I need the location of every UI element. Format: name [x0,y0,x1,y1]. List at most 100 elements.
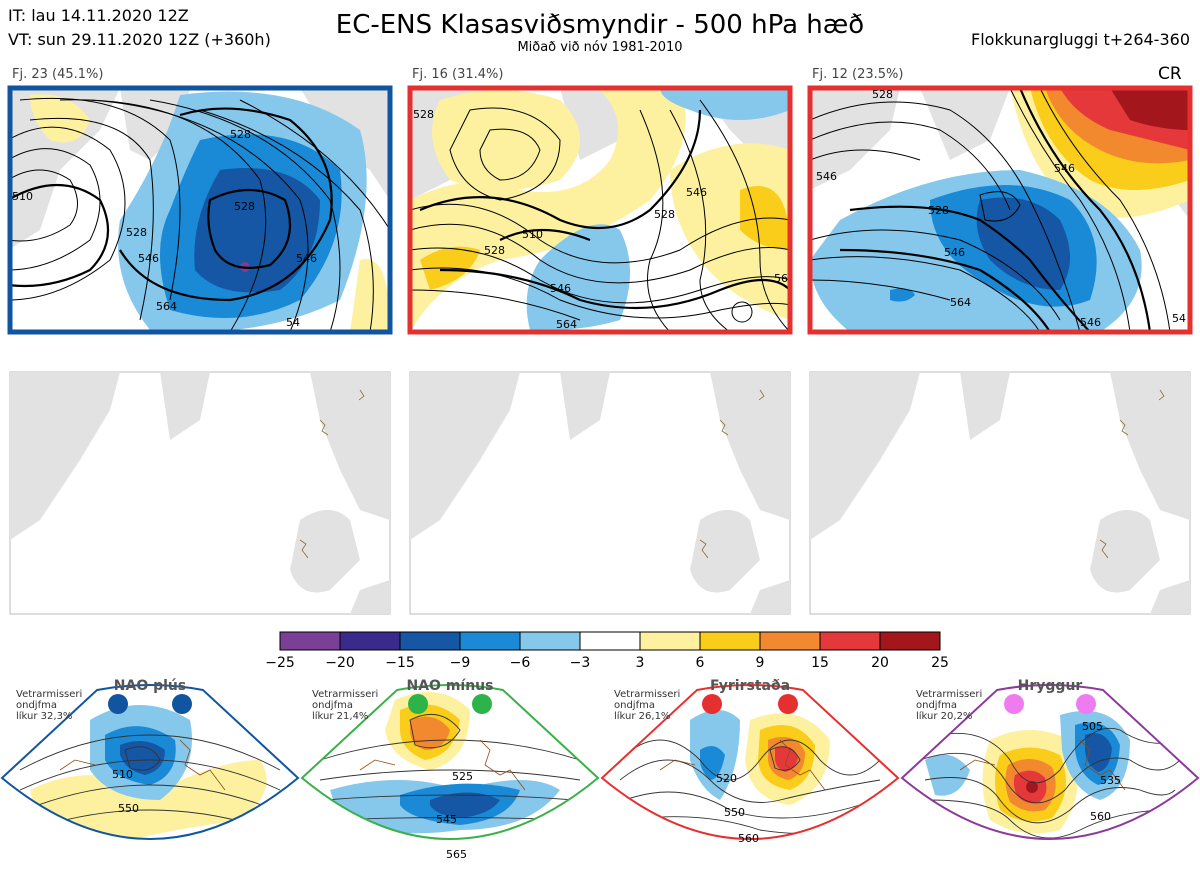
cluster-2-contour-labels: 528 510 528 546 528 546 564 56 [413,108,788,331]
regime-blocking: Fyrirstaða Vetrarmisseri ondjfma líkur 2… [600,678,900,845]
regime-1-frame [0,684,300,840]
regime-2-contour-3: 565 [446,848,467,861]
regime-2-dot-right [472,694,492,714]
cluster-2-contour-label-1: 528 [413,108,434,121]
regime-2-stat-3: líkur 21,4% [312,710,368,722]
regime-3-name: Fyrirstaða [710,678,790,694]
regime-4-contour-3: 560 [1090,810,1111,823]
cluster-1-contour-label-5: 528 [234,200,255,213]
regime-1-dot-left [108,694,128,714]
cluster-3-contour-label-8: 54 [1172,312,1186,325]
page-subtitle: Miðað við nóv 1981-2010 [517,40,683,55]
colorbar-swatch [639,631,701,651]
colorbar-tick-label: −9 [450,655,471,671]
cluster-3-frame [807,85,1193,335]
regime-3-contour-3: 560 [738,832,759,845]
cluster-3-contour-label-6: 564 [950,296,971,309]
colorbar-tick-label: 25 [931,655,949,671]
regime-2-frame [300,684,600,840]
colorbar-swatch [399,631,461,651]
regime-4-stat-3: líkur 20,2% [916,710,972,722]
cluster-2-contour-label-7: 564 [556,318,577,331]
regime-2-contour-1: 525 [452,770,473,783]
colorbar-swatch [759,631,821,651]
regime-2-stat-2: ondjfma [312,700,353,711]
cluster-2-contour-label-2: 510 [522,228,543,241]
cluster-1-contour-label-4: 546 [138,252,159,265]
cluster-1-contour-label-2: 510 [12,190,33,203]
colorbar-tick-label: 9 [756,655,765,671]
regime-1-stat-3: líkur 32,3% [16,710,72,722]
regime-3-stat-2: ondjfma [614,700,655,711]
regime-4-name: Hryggur [1018,678,1083,694]
cluster-3-tag: CR [1158,64,1182,84]
regime-4-frame [900,684,1200,840]
regime-1-contour-2: 550 [118,802,139,815]
cluster-2-contour-label-8: 56 [774,272,788,285]
regime-4-dot-left [1004,694,1024,714]
regime-3-dot-left [702,694,722,714]
cluster-1-contour-labels: 528 510 528 546 528 546 564 54 [12,128,317,329]
colorbar-swatch [699,631,761,651]
regime-4-stat-1: Vetrarmisseri [916,689,982,700]
colorbar-tick-label: 3 [636,655,645,671]
regime-1-name: NAO plús [114,678,186,694]
cluster-1-contour-label-1: 528 [230,128,251,141]
cluster-3-contour-labels: 528 546 546 528 546 564 546 54 [816,88,1186,329]
regime-2-name: NAO mínus [407,678,494,694]
colorbar-swatch [339,631,401,651]
regime-3-contour-1: 520 [716,772,737,785]
regime-4-dot-right [1076,694,1096,714]
regime-2-contour-2: 545 [436,813,457,826]
regime-2-dot-left [408,694,428,714]
colorbar-swatch [279,631,341,651]
colorbar-tick-label: 20 [871,655,889,671]
page-title: EC-ENS Klasasviðsmyndir - 500 hPa hæð [335,10,865,40]
regime-2-stat-1: Vetrarmisseri [312,689,378,700]
colorbar: −25 −20 −15 −9 −6 −3 3 6 9 15 20 25 [265,631,949,671]
regime-1-dot-right [172,694,192,714]
cluster-2-label: Fj. 16 (31.4%) [412,67,504,82]
regime-1-stat-2: ondjfma [16,700,57,711]
classification-window: Flokkunargluggi t+264-360 [971,30,1190,49]
empty-map-1 [9,371,391,615]
colorbar-tick-label: −20 [325,655,355,671]
colorbar-tick-label: −25 [265,655,295,671]
regime-ridge: Hryggur Vetrarmisseri ondjfma líkur 20,2… [900,678,1200,840]
regime-4-stat-2: ondjfma [916,700,957,711]
initial-time: IT: lau 14.11.2020 12Z [8,6,189,25]
cluster-3-contour-label-4: 528 [928,204,949,217]
colorbar-swatch [819,631,881,651]
regime-nao-plus: NAO plús Vetrarmisseri ondjfma líkur 32,… [0,678,300,840]
cluster-2-frame [407,85,793,335]
cluster-1-contour-label-6: 546 [296,252,317,265]
cluster-3-contour-label-1: 528 [872,88,893,101]
regime-1-stat-1: Vetrarmisseri [16,689,82,700]
colorbar-swatch [459,631,521,651]
regime-3-dot-right [778,694,798,714]
cluster-2-contour-label-4: 546 [550,282,571,295]
cluster-3-label: Fj. 12 (23.5%) [812,67,904,82]
cluster-1-label: Fj. 23 (45.1%) [12,67,104,82]
colorbar-tick-label: −3 [570,655,591,671]
cluster-3-contour-label-2: 546 [816,170,837,183]
empty-map-2 [409,371,791,615]
regime-1-contour-1: 510 [112,768,133,781]
regime-3-stat-1: Vetrarmisseri [614,689,680,700]
colorbar-tick-label: 15 [811,655,829,671]
cluster-1-map [8,88,390,332]
regime-3-contour-2: 550 [724,806,745,819]
colorbar-swatch [879,631,941,651]
colorbar-tick-label: −15 [385,655,415,671]
cluster-2-contour-label-5: 528 [654,208,675,221]
cluster-1-contour-label-8: 54 [286,316,300,329]
empty-map-3 [809,371,1191,615]
cluster-3-contour-label-5: 546 [944,246,965,259]
cluster-1-contour-label-7: 564 [156,300,177,313]
cluster-2-contour-label-6: 546 [686,186,707,199]
colorbar-tick-label: 6 [696,655,705,671]
regime-4-contour-2: 535 [1100,774,1121,787]
regime-3-frame [600,684,900,840]
valid-time: VT: sun 29.11.2020 12Z (+360h) [8,30,271,49]
